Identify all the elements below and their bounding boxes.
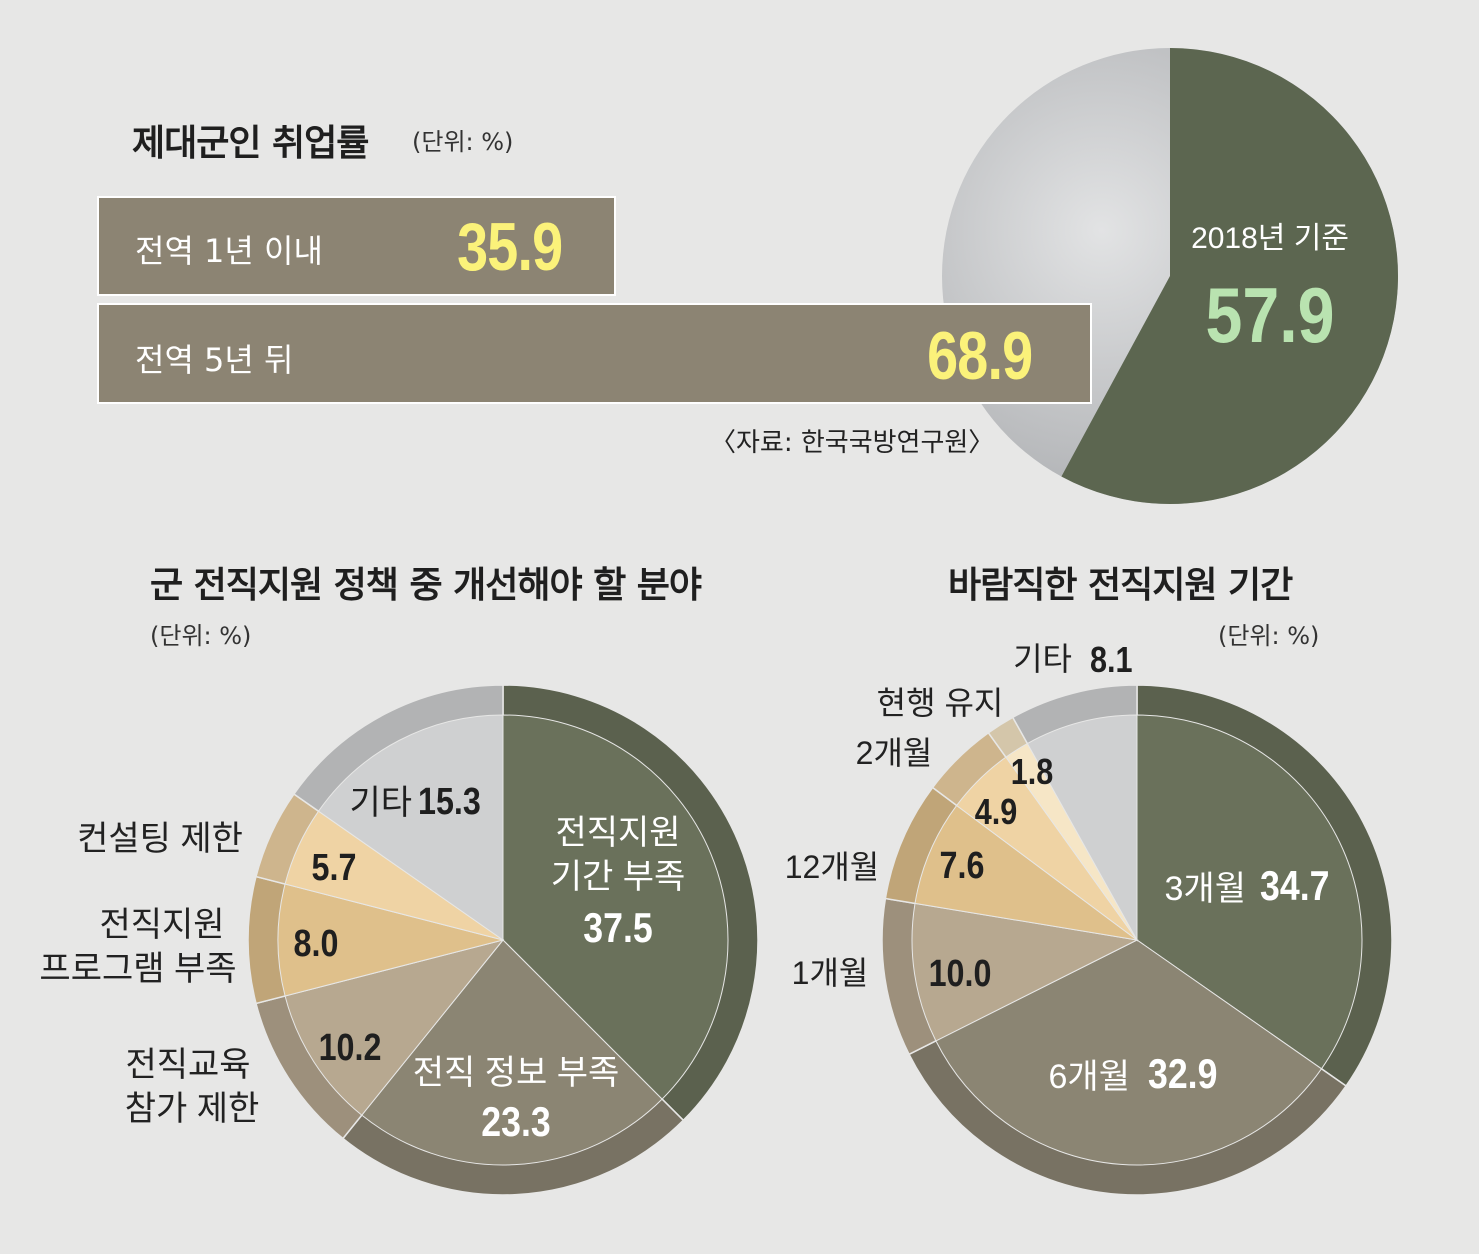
period-slice-6-inner [1026,714,1138,942]
slice-outside-label: 2개월 [856,735,933,771]
bar-label: 전역 5년 뒤 [135,341,294,379]
slice-value-label: 4.9 [975,793,1018,833]
slice-value-label: 8.0 [294,923,339,965]
period-chart-unit: (단위: %) [1218,622,1320,650]
slice-outside-label: 12개월 [785,849,879,885]
employment-chart-title: 제대군인 취업률 [132,123,369,164]
period-slice-1-inner [935,939,1323,1166]
slice-value-label: 10.0 [929,953,992,995]
slice-outside-label: 컨설팅 제한 [77,820,243,858]
period-chart-title: 바람직한 전직지원 기간 [948,565,1293,606]
policy-slice-2-inner [284,939,505,1116]
slice-outside-label: 프로그램 부족 [39,950,236,988]
policy-slice-1-inner [361,939,663,1166]
pie-top-main-slice [1061,48,1398,504]
period-slice-2-inner [911,902,1139,1042]
slice-outside-label: 기타 [1013,641,1072,677]
policy-slice-0-inner [502,714,729,1100]
slice-value-label: 10.2 [319,1027,382,1069]
slice-value-label: 8.1 [1090,641,1133,681]
policy-chart-unit: (단위: %) [150,622,252,650]
slice-name-label: 기타 [349,784,412,822]
slice-value-label: 23.3 [481,1099,550,1145]
period-slice-3-inner [914,804,1138,941]
source-note: 〈자료: 한국국방연구원〉 [710,428,995,458]
slice-name-label: 전직 정보 부족 [413,1054,620,1092]
slice-outside-label: 참가 제한 [125,1090,260,1128]
slice-value-label: 34.7 [1260,863,1329,909]
policy-chart-title: 군 전직지원 정책 중 개선해야 할 분야 [150,565,702,606]
slice-name-label: 전직지원 [555,814,680,852]
pie-top-value: 57.9 [1205,272,1334,359]
slice-value-label: 37.5 [583,905,652,951]
slice-outside-label: 현행 유지 [877,685,1004,721]
bar-value: 68.9 [926,318,1033,394]
bar-label: 전역 1년 이내 [135,232,323,270]
slice-outside-label: 1개월 [792,955,869,991]
employment-pie-chart: 2018년 기준 57.9 [942,48,1398,504]
policy-slice-3-inner [277,883,504,997]
slice-value-label: 32.9 [1148,1051,1217,1097]
slice-name-label: 기간 부족 [551,858,686,896]
policy-slice-5-inner [317,714,504,941]
slice-value-label: 5.7 [312,847,357,889]
bar-after-5-years: 전역 5년 뒤 68.9 [97,303,1092,404]
employment-chart-unit: (단위: %) [412,128,514,156]
bar-within-1-year: 전역 1년 이내 35.9 [97,196,616,296]
slice-value-label: 7.6 [940,845,985,887]
slice-name-label: 3개월 [1165,870,1246,908]
slice-outside-label: 전직지원 [99,906,224,944]
bar-value: 35.9 [456,209,563,285]
slice-name-label: 6개월 [1049,1058,1130,1096]
slice-value-label: 1.8 [1011,753,1054,793]
period-pie-chart: 3개월 34.7 6개월 32.9 10.0 7.6 4.91.8 1개월 12개월 2개월 현행 … [785,641,1393,1196]
slice-outside-label: 전직교육 [125,1046,250,1084]
slice-value-label: 15.3 [418,781,481,823]
pie-top-label: 2018년 기준 [1191,222,1349,255]
period-slice-0-inner [1136,714,1363,1070]
